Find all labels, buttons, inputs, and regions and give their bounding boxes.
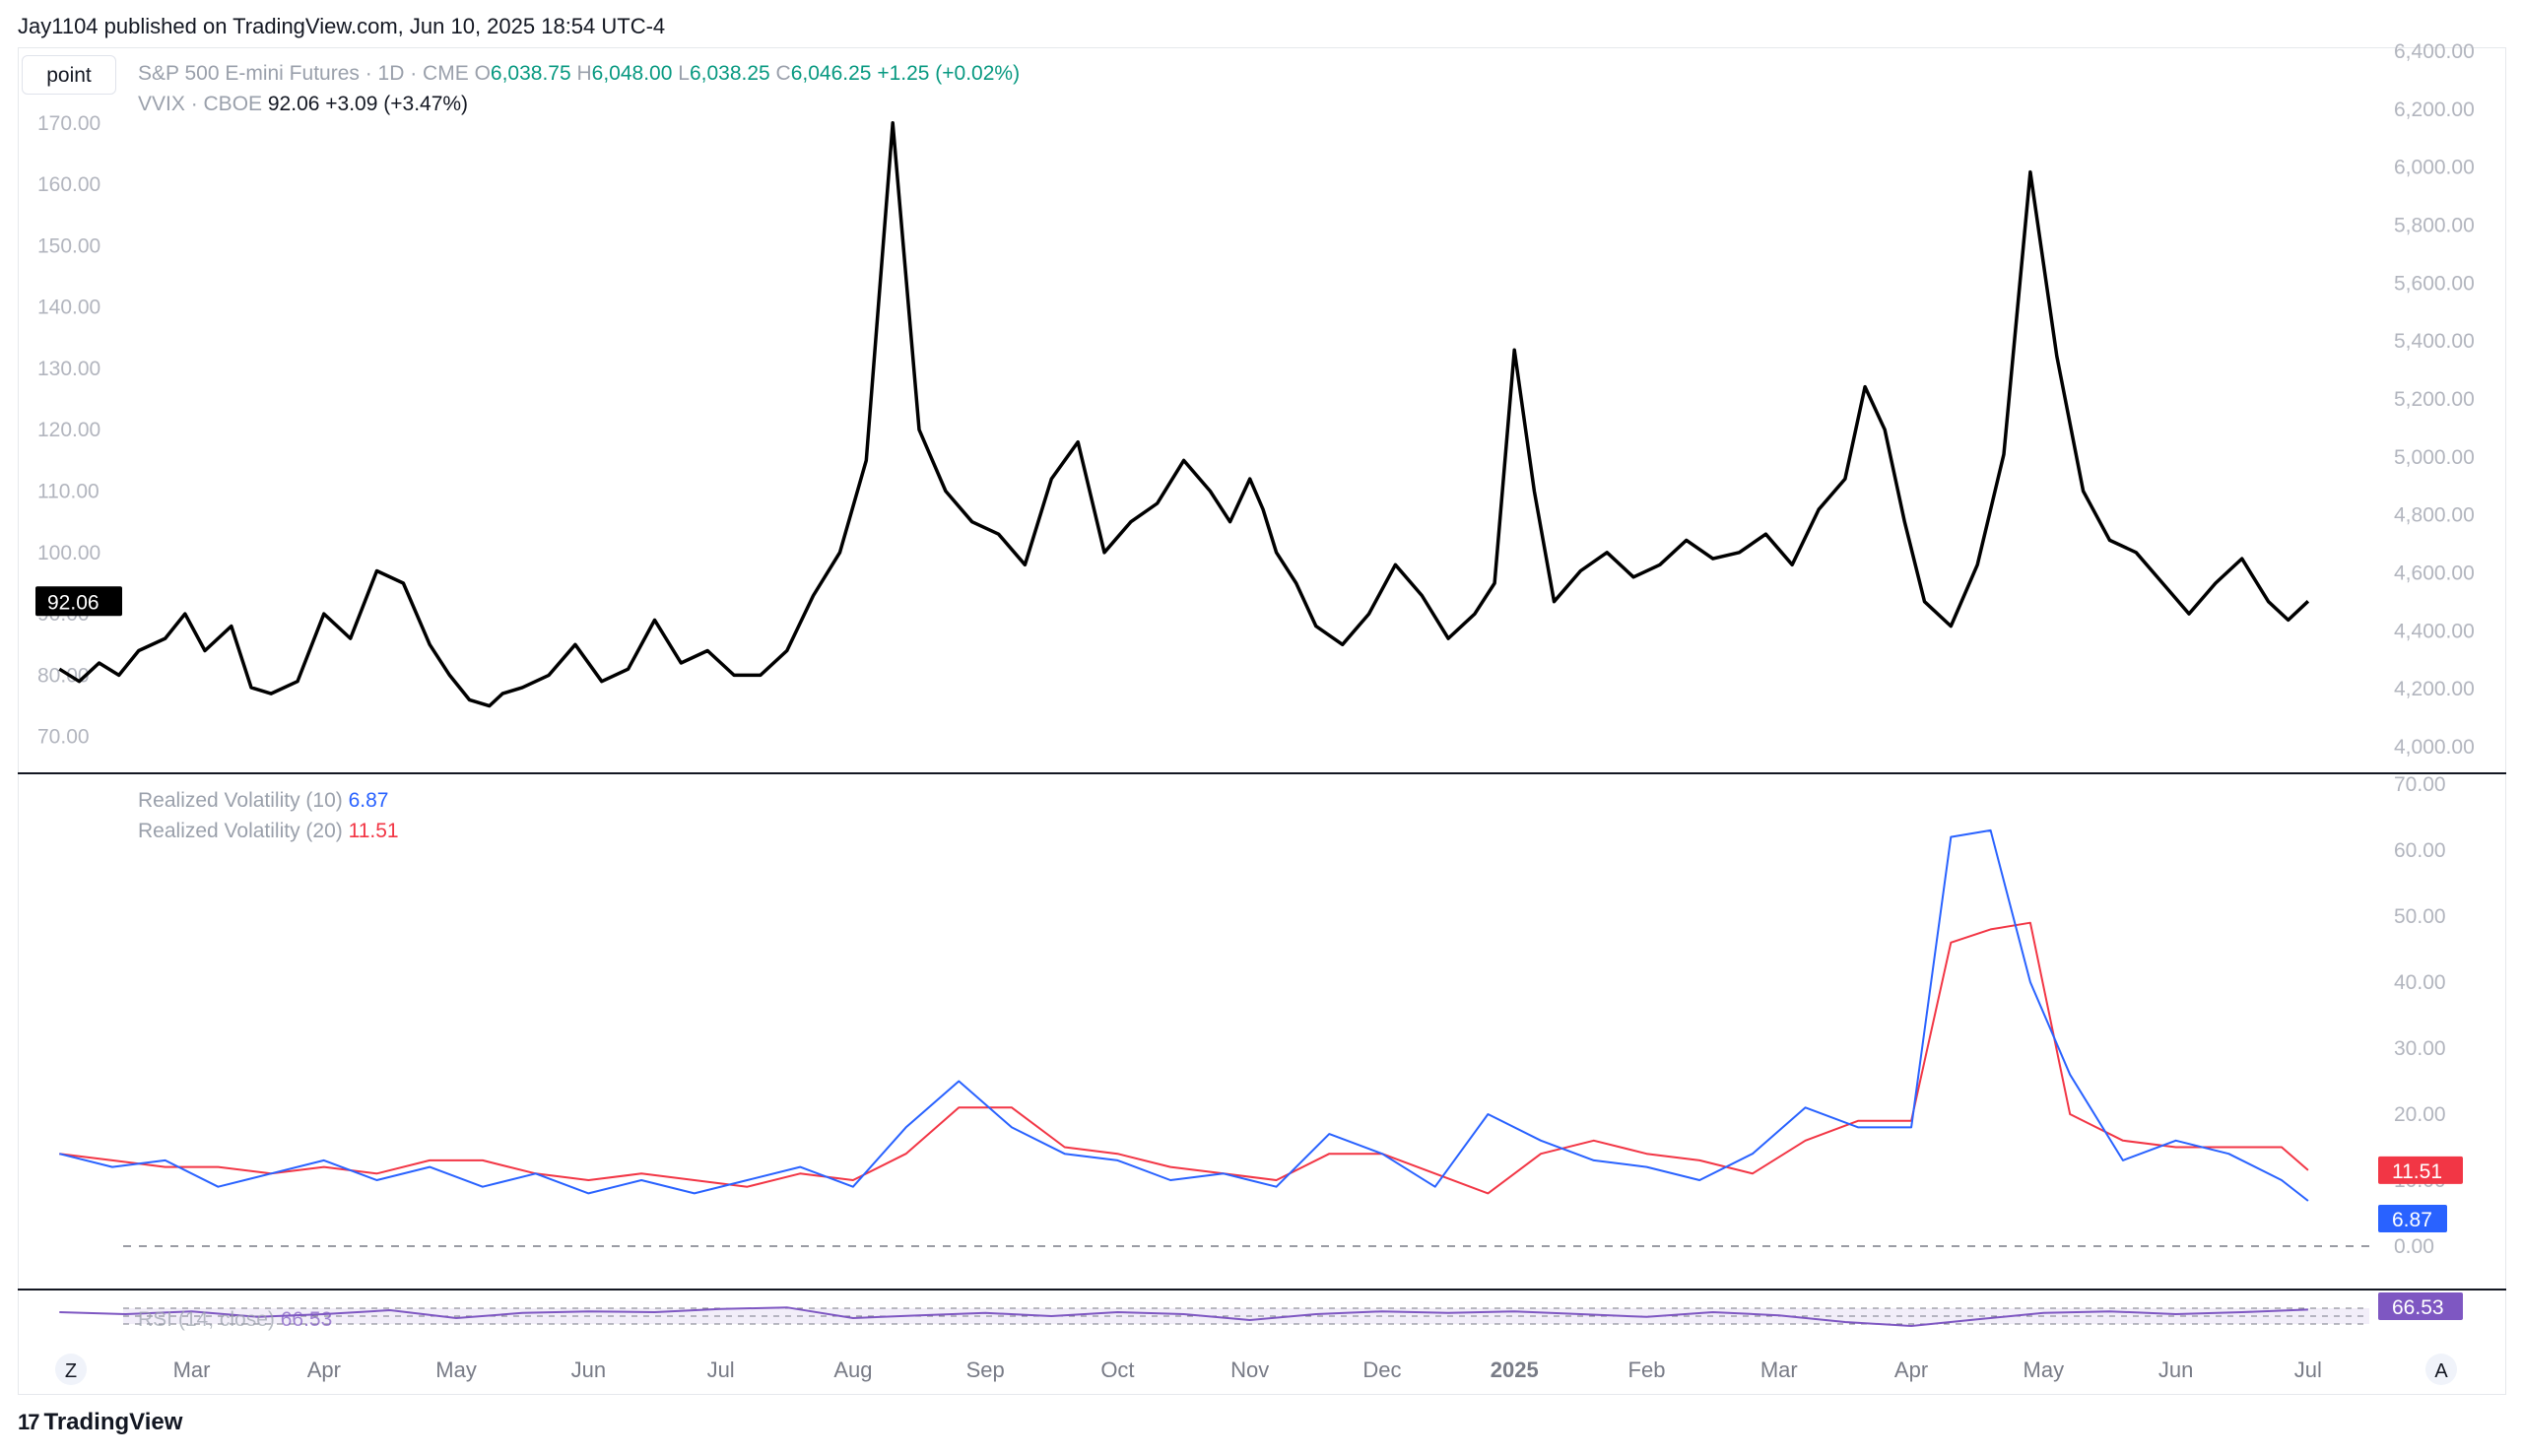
main-symbol-name: S&P 500 E-mini Futures · 1D · CME (138, 62, 469, 85)
rv-axis-tick: 30.00 (2394, 1037, 2446, 1060)
rv20-legend[interactable]: Realized Volatility (20) 11.51 (138, 820, 399, 843)
overlay-change: +3.09 (+3.47%) (325, 93, 469, 115)
open-value: 6,038.75 (490, 62, 571, 85)
right-axis-tick: 5,600.00 (2394, 272, 2475, 295)
right-axis-tick: 6,200.00 (2394, 99, 2475, 121)
time-axis-label: Aug (833, 1357, 872, 1382)
time-axis-label: Sep (966, 1357, 1005, 1382)
close-value: 6,046.25 (790, 62, 872, 85)
rsi-last-value-label: 66.53 (2392, 1296, 2444, 1319)
left-axis-tick: 150.00 (37, 234, 100, 257)
price-change: +1.25 (+0.02%) (877, 62, 1021, 85)
time-axis-label: May (435, 1357, 477, 1382)
rv10-legend[interactable]: Realized Volatility (10) 6.87 (138, 789, 388, 813)
left-axis-tick: 130.00 (37, 358, 100, 380)
rsi-value: 66.53 (280, 1308, 333, 1331)
tradingview-logo[interactable]: 17 TradingView (18, 1409, 182, 1436)
close-label: C (775, 62, 791, 85)
rv10-last-value-badge (2378, 1204, 2447, 1232)
right-axis-tick: 6,000.00 (2394, 157, 2475, 179)
time-axis-label: Feb (1628, 1357, 1666, 1382)
time-axis-label: Jun (571, 1357, 606, 1382)
tradingview-logo-icon: 17 (18, 1410, 40, 1434)
rv20-last-value-label: 11.51 (2392, 1160, 2442, 1183)
rv-axis-tick: 60.00 (2394, 839, 2446, 862)
chart-frame (18, 47, 2506, 1395)
right-axis-tick: 5,400.00 (2394, 330, 2475, 353)
rv-axis-tick: 70.00 (2394, 773, 2446, 796)
open-label: O (474, 62, 491, 85)
right-axis-tick: 4,200.00 (2394, 678, 2475, 700)
right-axis-tick: 4,000.00 (2394, 736, 2475, 759)
right-axis-tick: 5,200.00 (2394, 388, 2475, 411)
low-label: L (678, 62, 690, 85)
time-axis-label: Oct (1100, 1357, 1134, 1382)
left-axis-tick: 70.00 (37, 726, 90, 749)
time-axis-label: May (2024, 1357, 2065, 1382)
auto-scale-a-button (2425, 1354, 2457, 1385)
left-axis-tick: 120.00 (37, 419, 100, 441)
vvix-series-line (58, 121, 2310, 708)
rv-axis-tick: 50.00 (2394, 905, 2446, 928)
low-value: 6,038.25 (689, 62, 770, 85)
right-axis-tick: 5,800.00 (2394, 215, 2475, 237)
rv20-value: 11.51 (348, 820, 399, 842)
left-axis-tick: 110.00 (37, 481, 100, 503)
main-symbol-legend[interactable]: S&P 500 E-mini Futures · 1D · CME O6,038… (138, 62, 1020, 86)
right-axis-tick: 4,800.00 (2394, 504, 2475, 527)
left-axis-tick: 80.00 (37, 664, 90, 687)
time-axis-label: Jul (2294, 1357, 2322, 1382)
right-axis-tick: 5,000.00 (2394, 446, 2475, 469)
time-axis-label: Jul (707, 1357, 735, 1382)
time-axis-label: Nov (1230, 1357, 1269, 1382)
overlay-value: 92.06 (267, 93, 320, 115)
high-label: H (576, 62, 592, 85)
rv20-last-value-badge (2378, 1156, 2463, 1184)
left-axis-tick: 140.00 (37, 297, 100, 319)
left-axis-tick: 100.00 (37, 542, 100, 564)
left-axis-tick: 170.00 (37, 112, 100, 135)
rsi-last-value-badge (2378, 1292, 2463, 1320)
rv10-label: Realized Volatility (10) (138, 789, 343, 812)
tradingview-brand: TradingView (43, 1409, 183, 1435)
right-axis-tick: 6,400.00 (2394, 40, 2475, 63)
rv20-label: Realized Volatility (20) (138, 820, 343, 842)
auto-zoom-z-button (55, 1354, 87, 1385)
rv10-value: 6.87 (348, 789, 389, 812)
time-axis-label: 2025 (1491, 1357, 1539, 1382)
vvix-last-value-label: 92.06 (47, 591, 100, 614)
time-axis-label: Dec (1362, 1357, 1401, 1382)
time-axis-label: Mar (173, 1357, 211, 1382)
right-axis-tick: 4,400.00 (2394, 620, 2475, 642)
rv20-series-line (59, 921, 2309, 1195)
time-axis-label: Jun (2158, 1357, 2193, 1382)
right-axis-tick: 4,600.00 (2394, 563, 2475, 585)
a-label: A (2434, 1360, 2448, 1382)
rsi-legend[interactable]: RSI (14, close) 66.53 (138, 1308, 332, 1332)
left-axis-tick: 160.00 (37, 173, 100, 196)
overlay-legend[interactable]: VVIX · CBOE 92.06 +3.09 (+3.47%) (138, 93, 468, 116)
high-value: 6,048.00 (591, 62, 673, 85)
overlay-symbol: VVIX · CBOE (138, 93, 263, 115)
time-axis-label: Mar (1760, 1357, 1798, 1382)
rv-axis-tick: 0.00 (2394, 1235, 2434, 1258)
rsi-series-line (59, 1306, 2308, 1328)
publisher-line: Jay1104 published on TradingView.com, Ju… (18, 14, 666, 38)
point-button[interactable]: point (22, 55, 116, 95)
rsi-label: RSI (14, close) (138, 1308, 275, 1331)
rv-axis-tick: 40.00 (2394, 971, 2446, 994)
vvix-last-value-badge (35, 586, 122, 617)
time-axis-label: Apr (1894, 1357, 1928, 1382)
rv10-series-line (59, 828, 2309, 1202)
time-axis-label: Apr (307, 1357, 341, 1382)
rv10-last-value-label: 6.87 (2392, 1209, 2432, 1231)
z-label: Z (65, 1360, 77, 1382)
rv-axis-tick: 20.00 (2394, 1103, 2446, 1126)
